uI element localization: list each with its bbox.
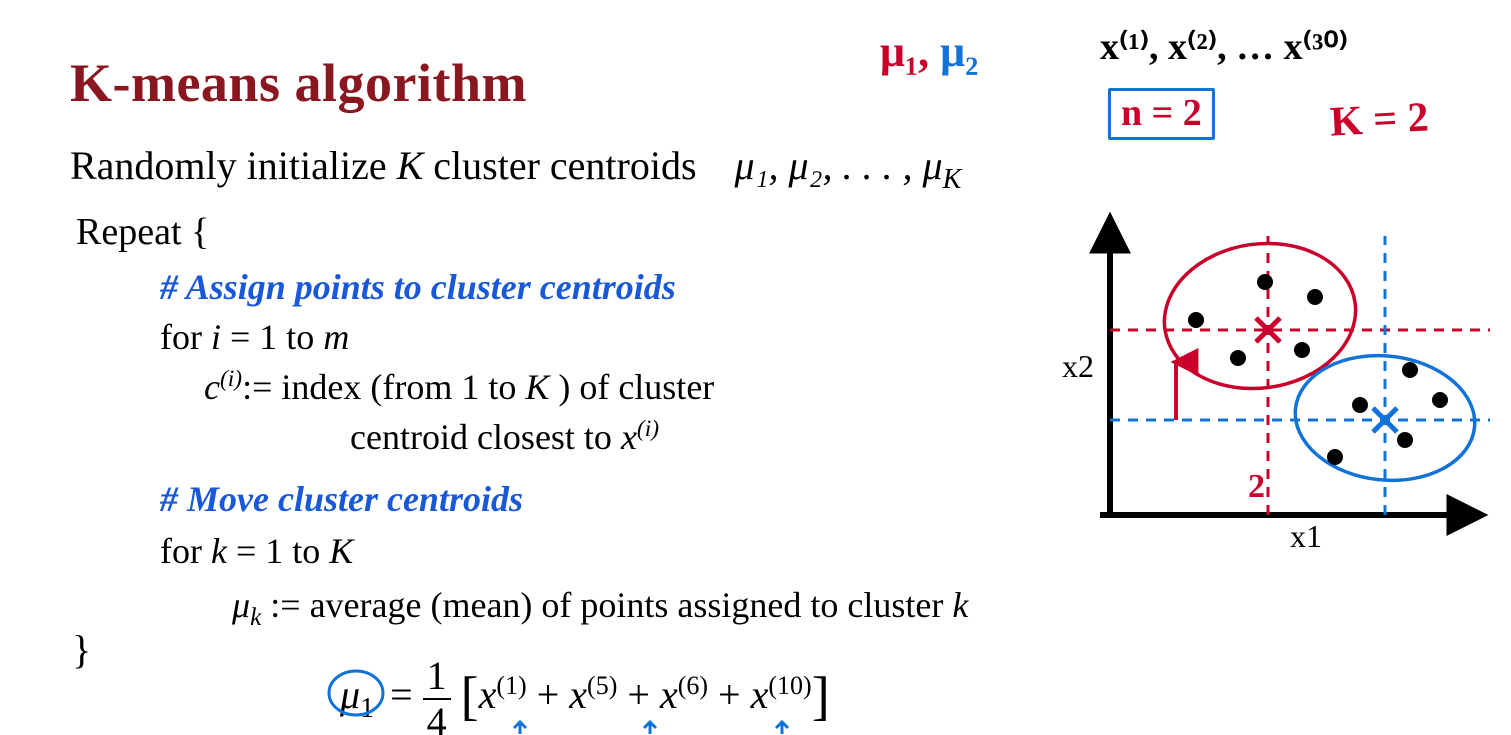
x2-axis-label: x2: [1062, 348, 1094, 385]
cluster-chart: [0, 0, 1511, 735]
red-tick-2: 2: [1248, 468, 1265, 506]
x1-axis-label: x1: [1290, 518, 1322, 555]
